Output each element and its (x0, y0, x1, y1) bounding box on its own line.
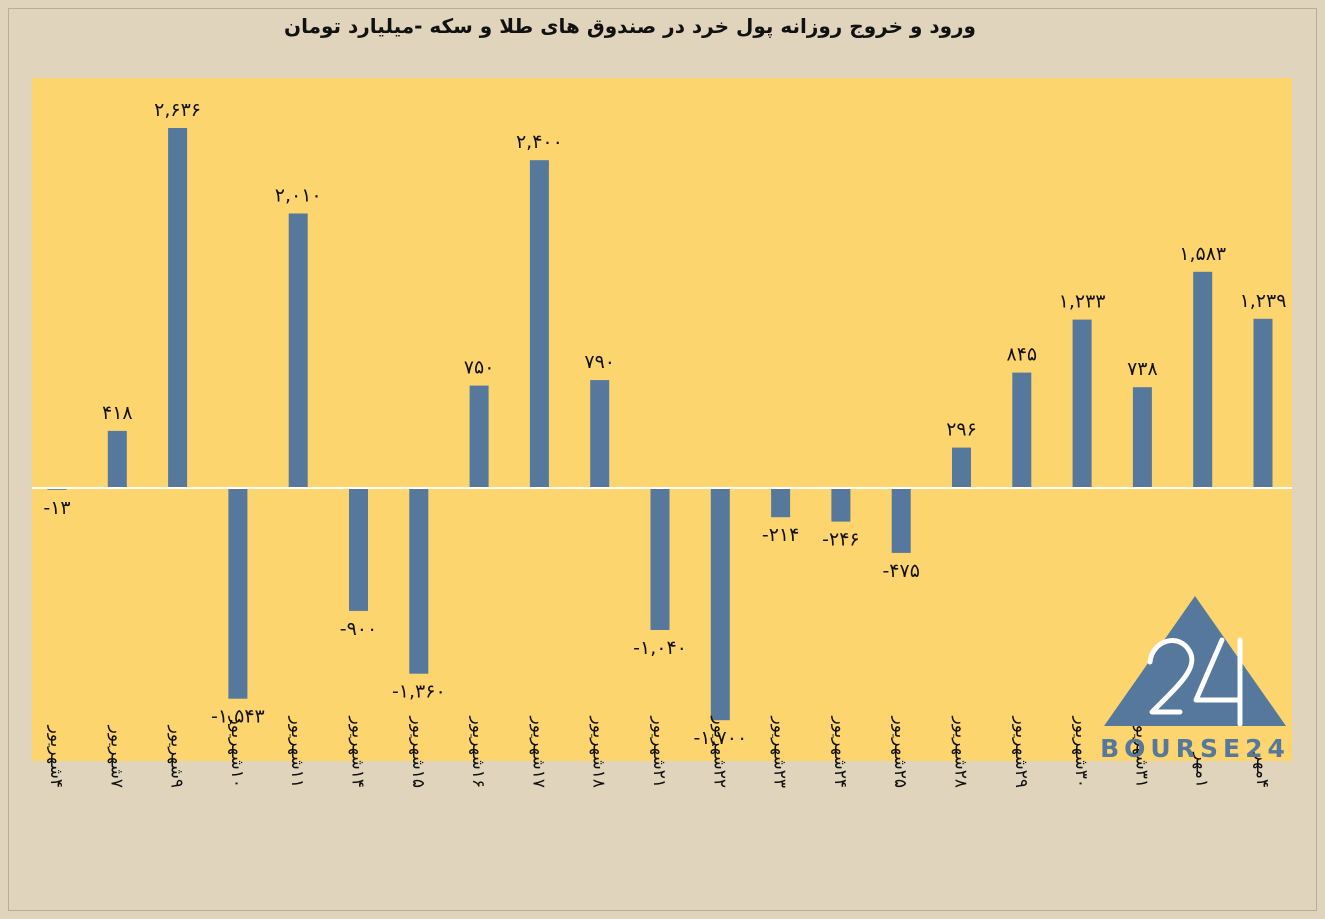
x-tick-label-5: ۱۴شهریور (348, 716, 368, 788)
x-tick-label-1: ۷شهریور (106, 725, 126, 788)
data-label-15: ۲۹۶ (946, 419, 977, 441)
x-tick-label-2: ۹شهریور (167, 725, 187, 788)
x-tick-label-7: ۱۶شهریور (468, 716, 488, 788)
bar-11 (710, 488, 730, 721)
bars-group (47, 128, 1273, 721)
logo-mark-24 (1147, 637, 1243, 727)
x-tick-label-4: ۱۱شهریور (287, 716, 307, 788)
data-label-20: ۱,۲۳۹ (1240, 290, 1287, 312)
bar-20 (1253, 318, 1273, 488)
data-label-10: -۱,۰۴۰ (633, 637, 687, 659)
bar-8 (529, 160, 549, 488)
bar-12 (771, 488, 791, 518)
data-labels-group: -۱۳ ۴۱۸ ۲,۶۳۶ -۱,۵۴۳ ۲,۰۱۰ -۹۰۰ -۱,۳۶۰ ۷۵۰ ۲,۴۰۰… (43, 99, 1286, 749)
bar-15 (952, 447, 971, 488)
x-tick-label-16: ۲۹شهریور (1011, 716, 1031, 788)
data-label-7: ۷۵۰ (464, 357, 495, 379)
data-label-19: ۱,۵۸۳ (1179, 243, 1226, 265)
data-label-8: ۲,۴۰۰ (516, 131, 563, 153)
bar-5 (349, 488, 368, 611)
data-label-1: ۴۱۸ (102, 402, 133, 424)
bar-17 (1072, 319, 1092, 488)
x-tick-labels-group: ۴شهریور ۷شهریور ۹شهریور ۱۰شهریور ۱۱شهریور ۱۴ش… (46, 716, 1272, 788)
data-label-9: ۷۹۰ (584, 351, 615, 373)
chart-title: ورود و خروج روزانه پول خرد در صندوق های … (284, 14, 976, 38)
bar-1 (107, 430, 127, 488)
data-label-4: ۲,۰۱۰ (275, 185, 322, 207)
x-tick-label-15: ۲۸شهریور (951, 716, 971, 788)
x-tick-label-18: ۳۱شهریور (1131, 716, 1151, 788)
data-label-17: ۱,۲۳۳ (1059, 291, 1106, 313)
x-tick-label-3: ۱۰شهریور (227, 716, 247, 788)
data-label-6: -۱,۳۶۰ (392, 681, 446, 703)
data-label-14: -۴۷۵ (882, 560, 919, 582)
x-tick-label-10: ۲۱شهریور (649, 716, 669, 788)
data-label-2: ۲,۶۳۶ (154, 99, 201, 121)
bar-9 (590, 380, 610, 488)
data-label-13: -۲۴۶ (822, 529, 859, 551)
bar-2 (168, 128, 188, 488)
bar-7 (469, 385, 489, 488)
data-label-3: -۱,۵۴۳ (211, 706, 265, 728)
x-tick-label-11: ۲۲شهریور (709, 716, 729, 788)
bar-3 (228, 488, 248, 699)
bar-16 (1012, 372, 1032, 488)
chart-frame (8, 8, 1317, 911)
x-tick-label-6: ۱۵شهریور (408, 716, 428, 788)
logo-text: BOURSE24 (1100, 734, 1290, 763)
bar-4 (288, 213, 308, 488)
data-label-5: -۹۰۰ (340, 618, 377, 640)
data-label-18: ۷۳۸ (1127, 358, 1158, 380)
x-tick-label-9: ۱۸شهریور (589, 716, 609, 788)
bar-6 (409, 488, 429, 674)
data-label-16: ۸۴۵ (1006, 344, 1037, 366)
bar-18 (1132, 387, 1152, 488)
bar-13 (831, 488, 851, 522)
data-label-0: -۱۳ (43, 497, 70, 519)
x-tick-label-12: ۲۳شهریور (770, 716, 790, 788)
x-tick-label-19: ۱مهر (1192, 752, 1212, 788)
x-tick-label-17: ۳۰شهریور (1071, 716, 1091, 788)
data-label-11: -۱,۷۰۰ (693, 727, 747, 749)
bar-14 (891, 488, 911, 553)
x-tick-label-14: ۲۵شهریور (890, 716, 910, 788)
x-tick-label-0: ۴شهریور (46, 725, 66, 788)
bar-10 (650, 488, 670, 630)
data-label-12: -۲۱۴ (762, 524, 799, 546)
bar-19 (1193, 271, 1213, 488)
x-tick-label-8: ۱۷شهریور (528, 716, 548, 788)
x-tick-label-20: ۴مهر (1252, 752, 1272, 788)
bourse24-logo: BOURSE24 (1100, 596, 1290, 763)
x-tick-label-13: ۲۴شهریور (830, 716, 850, 788)
